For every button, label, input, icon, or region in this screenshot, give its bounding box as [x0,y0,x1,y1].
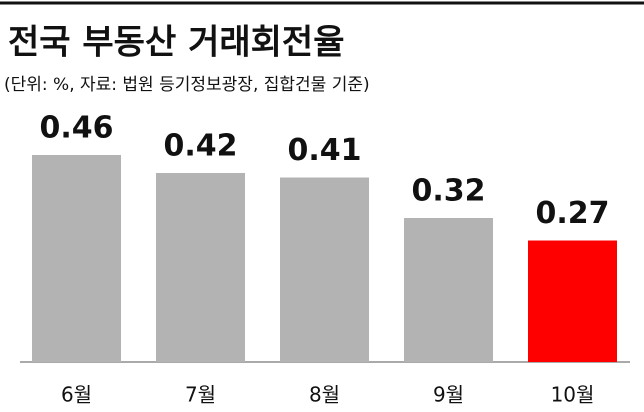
bar [280,177,369,362]
x-tick-label: 9월 [433,383,464,407]
x-tick-label: 6월 [61,383,92,407]
chart-subtitle: (단위: %, 자료: 법원 등기정보광장, 집합건물 기준) [4,75,370,95]
x-tick-label: 7월 [185,383,216,407]
bar [528,240,617,362]
x-tick-label: 10월 [551,383,595,407]
x-tick-label: 8월 [309,383,340,407]
bar [404,218,493,362]
value-label: 0.42 [163,129,237,164]
chart-title: 전국 부동산 거래회전율 [8,23,344,63]
value-label: 0.27 [535,196,609,231]
value-label: 0.41 [287,133,361,168]
bar [156,173,245,362]
value-label: 0.32 [411,174,485,209]
bar [32,155,121,362]
value-label: 0.46 [39,111,113,146]
